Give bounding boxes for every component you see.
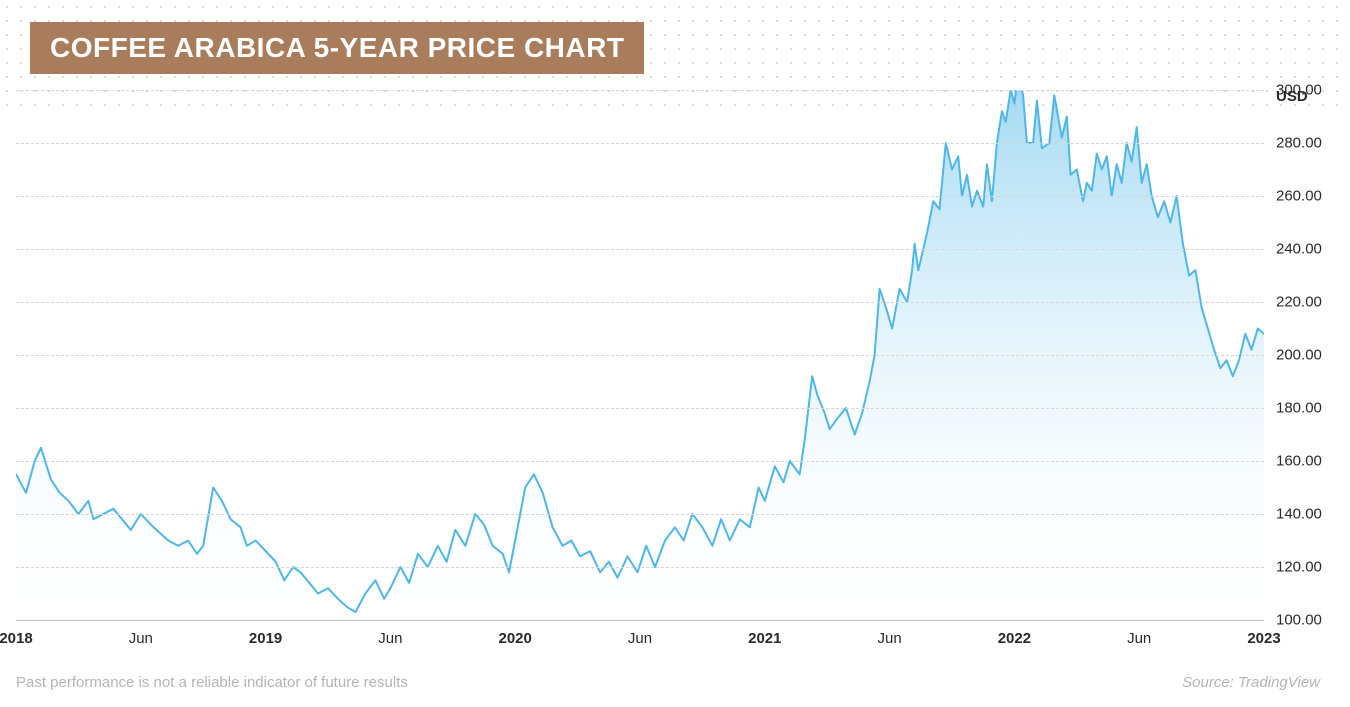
x-tick-label: 2018	[0, 630, 33, 647]
y-tick-label: 280.00	[1276, 135, 1322, 152]
disclaimer-text: Past performance is not a reliable indic…	[16, 674, 408, 691]
x-tick-label: Jun	[378, 630, 402, 647]
gridline	[16, 408, 1264, 409]
chart-title-text: COFFEE ARABICA 5-YEAR PRICE CHART	[50, 32, 624, 63]
y-tick-label: 200.00	[1276, 347, 1322, 364]
x-tick-label: 2023	[1247, 630, 1280, 647]
gridline	[16, 143, 1264, 144]
y-tick-label: 120.00	[1276, 559, 1322, 576]
x-tick-label: Jun	[1127, 630, 1151, 647]
gridline	[16, 355, 1264, 356]
x-axis-baseline	[16, 620, 1264, 621]
y-tick-label: 160.00	[1276, 453, 1322, 470]
plot-area	[16, 90, 1264, 620]
x-tick-label: 2020	[499, 630, 532, 647]
gridline	[16, 567, 1264, 568]
price-chart: USD 100.00120.00140.00160.00180.00200.00…	[16, 90, 1334, 650]
x-tick-label: 2022	[998, 630, 1031, 647]
chart-title: COFFEE ARABICA 5-YEAR PRICE CHART	[30, 22, 644, 74]
y-tick-label: 300.00	[1276, 82, 1322, 99]
y-tick-label: 140.00	[1276, 506, 1322, 523]
y-tick-label: 100.00	[1276, 612, 1322, 629]
x-tick-label: 2021	[748, 630, 781, 647]
gridline	[16, 461, 1264, 462]
gridline	[16, 249, 1264, 250]
y-tick-label: 260.00	[1276, 188, 1322, 205]
x-tick-label: Jun	[878, 630, 902, 647]
gridline	[16, 196, 1264, 197]
x-tick-label: Jun	[129, 630, 153, 647]
y-tick-label: 220.00	[1276, 294, 1322, 311]
y-tick-label: 240.00	[1276, 241, 1322, 258]
x-tick-label: 2019	[249, 630, 282, 647]
gridline	[16, 90, 1264, 91]
x-tick-label: Jun	[628, 630, 652, 647]
source-attribution: Source: TradingView	[1182, 674, 1320, 691]
gridline	[16, 514, 1264, 515]
y-tick-label: 180.00	[1276, 400, 1322, 417]
gridline	[16, 302, 1264, 303]
